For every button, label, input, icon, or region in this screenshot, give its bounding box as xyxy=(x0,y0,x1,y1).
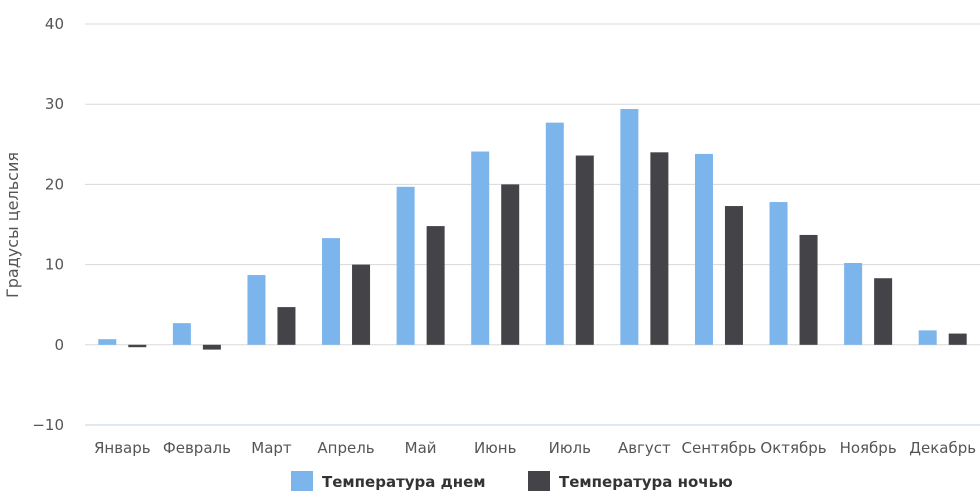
bar-day-7 xyxy=(545,122,564,345)
bar-day-1 xyxy=(98,339,117,345)
bar-night-10 xyxy=(799,234,818,345)
bar-night-4 xyxy=(352,264,371,345)
y-tick-label: 20 xyxy=(45,175,64,193)
bar-day-2 xyxy=(172,323,191,345)
legend-label: Температура ночью xyxy=(559,473,733,491)
bar-night-7 xyxy=(575,155,594,345)
x-tick-label: Июль xyxy=(549,439,591,457)
bar-day-12 xyxy=(918,330,937,345)
y-tick-label: 40 xyxy=(45,15,64,33)
x-tick-label: Январь xyxy=(94,439,151,457)
y-tick-label: −10 xyxy=(32,416,64,434)
bar-night-6 xyxy=(501,184,520,345)
bar-night-5 xyxy=(426,226,445,345)
bar-day-8 xyxy=(620,109,639,345)
x-tick-label: Февраль xyxy=(163,439,231,457)
legend-swatch xyxy=(528,471,550,491)
bar-day-5 xyxy=(396,186,415,345)
bar-day-3 xyxy=(247,275,266,345)
x-tick-label: Ноябрь xyxy=(840,439,897,457)
x-tick-label: Март xyxy=(251,439,292,457)
x-axis-ticks: Январь Февраль Март Апрель Май Июнь Июль Август… xyxy=(94,439,976,457)
x-tick-label: Август xyxy=(618,439,671,457)
y-tick-label: 10 xyxy=(45,256,64,274)
bar-night-8 xyxy=(650,152,669,345)
x-tick-label: Сентябрь xyxy=(682,439,757,457)
x-tick-label: Декабрь xyxy=(909,439,976,457)
bar-day-6 xyxy=(471,151,490,345)
legend-item-1[interactable]: Температура днем xyxy=(291,471,486,491)
bar-day-10 xyxy=(769,202,788,345)
bar-night-12 xyxy=(948,333,967,345)
legend: Температура днем Температура ночью xyxy=(291,471,733,491)
legend-swatch xyxy=(291,471,313,491)
bar-day-9 xyxy=(694,153,713,345)
bar-night-2 xyxy=(202,344,221,350)
gridlines xyxy=(85,23,980,346)
legend-item-2[interactable]: Температура ночью xyxy=(528,471,733,491)
x-tick-label: Октябрь xyxy=(760,439,826,457)
bar-day-11 xyxy=(844,262,863,345)
bars xyxy=(98,109,967,350)
y-axis-label: Градусы цельсия xyxy=(3,152,22,298)
bar-night-9 xyxy=(724,206,743,345)
bar-night-11 xyxy=(874,278,893,345)
y-tick-label: 0 xyxy=(54,336,64,354)
y-axis-ticks: 40 30 20 10 0 −10 xyxy=(32,15,64,434)
bar-day-4 xyxy=(322,238,341,345)
y-tick-label: 30 xyxy=(45,95,64,113)
bar-night-3 xyxy=(277,307,296,345)
bar-night-1 xyxy=(128,344,147,348)
x-tick-label: Апрель xyxy=(317,439,374,457)
legend-label: Температура днем xyxy=(322,473,486,491)
x-tick-label: Июнь xyxy=(474,439,517,457)
x-tick-label: Май xyxy=(405,439,437,457)
